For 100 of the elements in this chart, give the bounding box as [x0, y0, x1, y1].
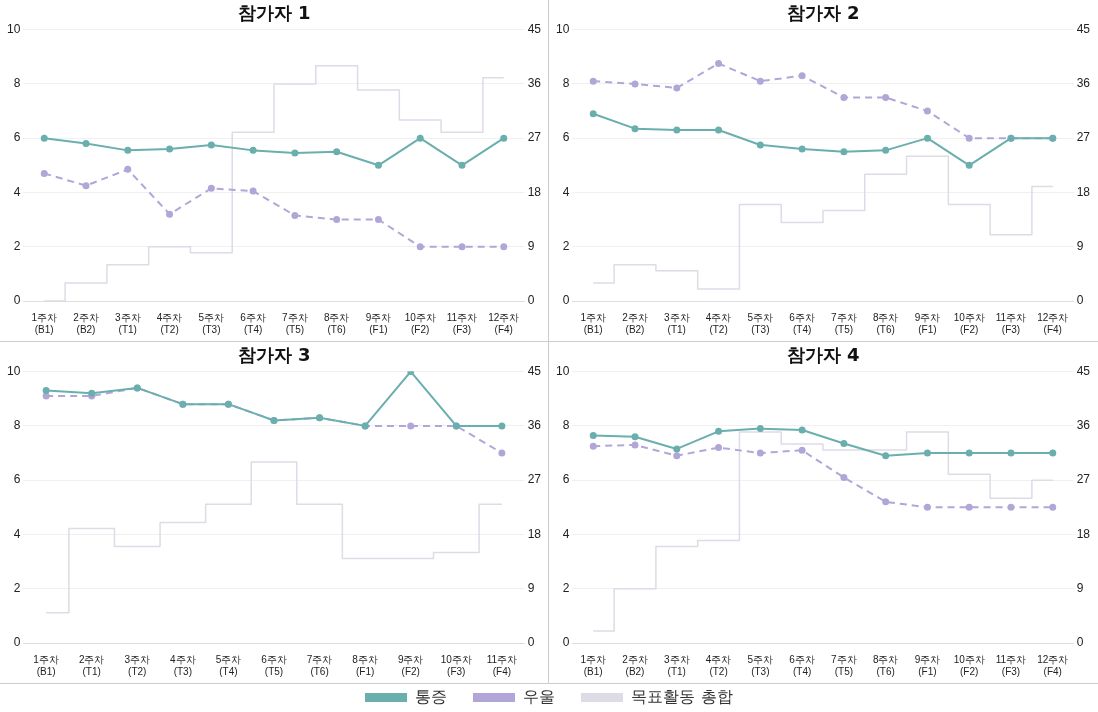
x-tick-label: 1주차(B1) [33, 653, 59, 677]
y-tick-label: 10 [555, 21, 570, 36]
x-tick-label: 5주차(T3) [747, 653, 774, 677]
legend-label: 통증 [415, 686, 448, 708]
y-tick-label: 10 [6, 21, 21, 36]
y2-tick-label: 9 [527, 239, 535, 254]
x-tick-label: 11주차(F3) [995, 653, 1027, 677]
y-tick-label: 8 [562, 418, 570, 433]
x-tick-label: 7주차(T6) [306, 653, 333, 677]
y2-tick-label: 36 [1076, 418, 1091, 433]
x-tick-label: 6주차(T4) [789, 311, 815, 335]
chart-title: 참가자 2 [786, 2, 860, 24]
x-tick-label: 10주차(F2) [953, 653, 985, 677]
y-tick-label: 0 [562, 635, 570, 650]
y-tick-label: 0 [562, 293, 570, 308]
x-tick-label: 10주차(F2) [404, 311, 436, 335]
x-tick-label: 7주차(T5) [831, 653, 857, 677]
x-tick-label: 5주차(T3) [198, 311, 225, 335]
x-tick-label: 9주차(F2) [397, 653, 424, 677]
y-tick-label: 8 [13, 76, 21, 91]
chart-title: 참가자 4 [786, 344, 860, 366]
x-tick-label: 6주차(T4) [789, 653, 815, 677]
x-tick-label: 10주차(F2) [953, 311, 985, 335]
x-tick-label: 7주차(T5) [831, 311, 857, 335]
y2-tick-label: 27 [1076, 130, 1091, 145]
x-tick-label: 11주차(F3) [995, 311, 1027, 335]
x-tick-label: 3주차(T1) [664, 311, 690, 335]
y2-tick-label: 45 [1076, 21, 1091, 36]
x-tick-label: 8주차(T6) [872, 653, 899, 677]
x-tick-label: 1주차(B1) [580, 311, 607, 335]
y2-tick-label: 0 [1076, 293, 1084, 308]
x-tick-label: 1주차(B1) [580, 653, 607, 677]
x-tick-label: 5주차(T3) [747, 311, 774, 335]
y-tick-label: 8 [13, 418, 21, 433]
legend-label: 우울 [523, 686, 556, 708]
x-tick-label: 4주차(T3) [170, 653, 196, 677]
x-tick-label: 11주차(F4) [486, 653, 518, 677]
y-tick-label: 2 [13, 581, 21, 596]
y2-tick-label: 9 [527, 581, 535, 596]
y2-tick-label: 18 [527, 184, 542, 199]
y-tick-label: 2 [562, 581, 570, 596]
y2-tick-label: 45 [527, 21, 542, 36]
y2-tick-label: 36 [527, 418, 542, 433]
x-tick-label: 9주차(F1) [914, 653, 941, 677]
x-tick-label: 11주차(F3) [446, 311, 478, 335]
x-tick-label: 2주차(B2) [622, 311, 648, 335]
y2-tick-label: 9 [1076, 239, 1084, 254]
x-tick-label: 8주차(T6) [323, 311, 350, 335]
x-tick-label: 5주차(T4) [215, 653, 242, 677]
x-tick-label: 12주차(F4) [488, 311, 520, 335]
x-tick-label: 1주차(B1) [31, 311, 58, 335]
x-tick-label: 8주차(T6) [872, 311, 899, 335]
y-tick-label: 0 [13, 635, 21, 650]
x-tick-label: 3주차(T1) [115, 311, 141, 335]
legend-label: 목표활동 총합 [631, 686, 733, 708]
y2-tick-label: 0 [527, 293, 535, 308]
x-tick-label: 6주차(T4) [240, 311, 266, 335]
y-tick-label: 10 [555, 363, 570, 378]
y2-tick-label: 0 [527, 635, 535, 650]
y-tick-label: 2 [562, 239, 570, 254]
y2-tick-label: 36 [527, 76, 542, 91]
x-tick-label: 8주차(F1) [352, 653, 378, 677]
y-tick-label: 6 [13, 130, 21, 145]
y2-tick-label: 36 [1076, 76, 1091, 91]
y-tick-label: 6 [13, 472, 21, 487]
x-tick-label: 10주차(F3) [440, 653, 472, 677]
y2-tick-label: 45 [1076, 363, 1091, 378]
y-tick-label: 6 [562, 130, 570, 145]
x-tick-label: 6주차(T5) [261, 653, 287, 677]
y2-tick-label: 18 [527, 526, 542, 541]
x-tick-label: 9주차(F1) [365, 311, 392, 335]
chart-title: 참가자 3 [237, 344, 311, 366]
x-tick-label: 3주차(T1) [664, 653, 690, 677]
y-tick-label: 4 [562, 526, 570, 541]
x-tick-label: 4주차(T2) [705, 653, 732, 677]
y-tick-label: 2 [13, 239, 21, 254]
x-tick-label: 4주차(T2) [156, 311, 183, 335]
x-tick-label: 3주차(T2) [124, 653, 151, 677]
y2-tick-label: 27 [1076, 472, 1091, 487]
x-tick-label: 7주차(T5) [282, 311, 308, 335]
x-tick-label: 2주차(B2) [73, 311, 99, 335]
y2-tick-label: 9 [1076, 581, 1084, 596]
y-tick-label: 8 [562, 76, 570, 91]
y-tick-label: 4 [562, 184, 570, 199]
x-tick-label: 2주차(T1) [78, 653, 105, 677]
x-tick-label: 2주차(B2) [622, 653, 648, 677]
y2-tick-label: 27 [527, 472, 542, 487]
x-tick-label: 4주차(T2) [705, 311, 732, 335]
y-tick-label: 4 [13, 184, 21, 199]
y2-tick-label: 0 [1076, 635, 1084, 650]
y2-tick-label: 18 [1076, 526, 1091, 541]
chart-title: 참가자 1 [237, 2, 311, 24]
y-tick-label: 10 [6, 363, 21, 378]
x-tick-label: 12주차(F4) [1037, 653, 1069, 677]
y2-tick-label: 18 [1076, 184, 1091, 199]
y2-tick-label: 27 [527, 130, 542, 145]
x-tick-label: 9주차(F1) [914, 311, 941, 335]
x-tick-label: 12주차(F4) [1037, 311, 1069, 335]
y-tick-label: 0 [13, 293, 21, 308]
y-tick-label: 6 [562, 472, 570, 487]
